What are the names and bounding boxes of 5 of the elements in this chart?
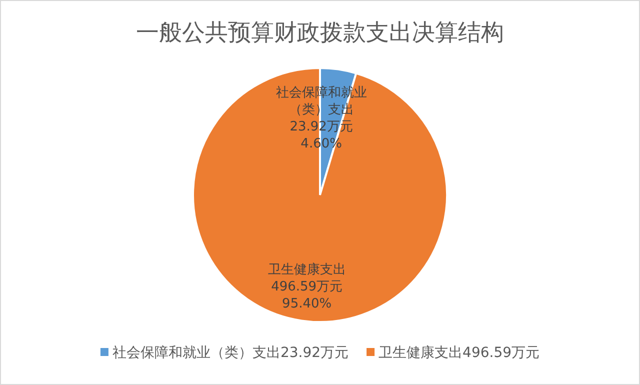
legend-label: 社会保障和就业（类）支出23.92万元 xyxy=(112,345,349,361)
chart-title: 一般公共预算财政拨款支出决算结构 xyxy=(136,20,504,46)
data-label: 卫生健康支出 496.59万元 95.40% xyxy=(268,262,346,312)
pie-slice xyxy=(192,67,448,323)
legend-label: 卫生健康支出496.59万元 xyxy=(378,345,540,361)
